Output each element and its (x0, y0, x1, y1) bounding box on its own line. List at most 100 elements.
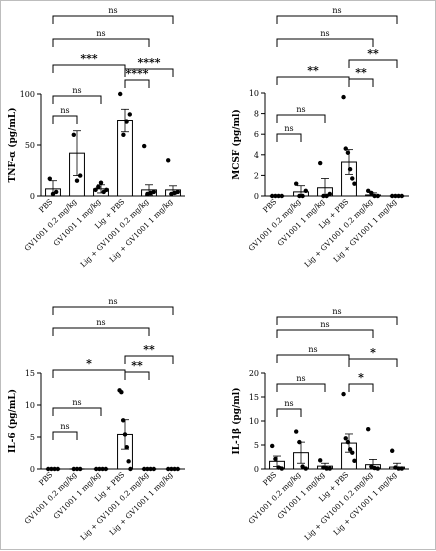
data-point (148, 466, 153, 472)
y-tick-label: 10 (249, 417, 259, 426)
significance-label: ** (143, 343, 155, 356)
data-point (55, 466, 60, 472)
y-tick-label: 0 (30, 192, 35, 201)
data-point (270, 193, 275, 199)
significance-label: ns (296, 374, 305, 383)
significance-label: ns (332, 307, 341, 316)
data-point (120, 418, 126, 423)
significance-bracket (348, 78, 374, 87)
y-tick-label: 8 (254, 110, 259, 119)
data-point (100, 466, 105, 472)
significance-bracket (348, 59, 398, 68)
significance-label: ns (96, 318, 105, 327)
data-point (279, 193, 284, 199)
data-point (94, 466, 99, 472)
data-point (396, 193, 401, 199)
significance-bracket (52, 95, 102, 104)
data-point (347, 447, 353, 452)
significance-label: ns (72, 398, 81, 407)
data-point (297, 193, 302, 199)
data-point (399, 193, 404, 199)
data-point (341, 94, 346, 100)
significance-bracket (124, 371, 150, 380)
data-point (47, 176, 52, 181)
data-point (345, 150, 351, 155)
significance-label: ** (307, 64, 319, 77)
significance-bracket (124, 68, 174, 77)
significance-bracket (52, 115, 78, 124)
data-point (369, 190, 374, 196)
significance-label: ns (60, 422, 69, 431)
y-tick-label: 5 (30, 433, 35, 442)
data-point (71, 132, 77, 137)
data-point (347, 167, 353, 172)
data-point (350, 450, 355, 455)
significance-bracket (52, 64, 126, 73)
data-point (303, 188, 308, 194)
data-point (366, 188, 371, 194)
significance-bracket (276, 408, 302, 417)
y-tick-label: 10 (25, 401, 35, 410)
significance-bracket (52, 369, 126, 378)
significance-label: ns (320, 29, 329, 38)
data-point (103, 466, 109, 472)
data-point (279, 466, 284, 471)
y-axis-label: IL-6 (pg/mL) (7, 389, 18, 453)
significance-label: ns (332, 6, 341, 15)
category-label: PBS (37, 197, 54, 214)
data-point (166, 466, 171, 472)
data-point (169, 466, 174, 472)
data-point (366, 426, 371, 432)
significance-bracket (276, 38, 374, 47)
significance-label: **** (125, 67, 148, 80)
significance-bracket (276, 354, 350, 363)
data-point (345, 439, 351, 445)
significance-label: ns (296, 105, 305, 114)
data-point (142, 466, 147, 472)
data-point (352, 458, 357, 464)
significance-label: ns (284, 124, 293, 133)
significance-bracket (348, 358, 398, 367)
significance-bracket (124, 79, 150, 88)
significance-label: * (86, 357, 92, 370)
data-point (119, 390, 124, 395)
y-tick-label: 20 (249, 369, 259, 378)
significance-bracket (276, 15, 398, 24)
significance-label: ns (308, 345, 317, 354)
significance-bracket (348, 383, 374, 392)
data-point (172, 466, 177, 472)
y-tick-label: 100 (20, 90, 35, 99)
data-point (124, 119, 129, 124)
significance-bracket (124, 355, 174, 364)
data-point (294, 429, 299, 434)
data-point (127, 112, 132, 117)
data-point (341, 391, 346, 397)
significance-label: ** (355, 66, 367, 79)
data-point (142, 143, 147, 149)
data-point (375, 466, 380, 471)
data-point (270, 443, 275, 449)
data-point (343, 436, 348, 441)
data-point (396, 466, 401, 471)
data-point (98, 180, 104, 185)
significance-bracket (276, 133, 302, 142)
data-point (350, 176, 355, 181)
data-point (93, 187, 98, 193)
significance-bracket (276, 76, 350, 85)
significance-label: * (358, 371, 364, 384)
data-point (151, 189, 156, 195)
data-point (327, 191, 332, 197)
y-tick-label: 0 (254, 192, 259, 201)
data-point (175, 189, 180, 195)
data-point (71, 466, 77, 472)
significance-bracket (52, 15, 174, 24)
y-tick-label: 4 (254, 151, 259, 160)
significance-label: ns (108, 297, 117, 306)
significance-label: ns (72, 86, 81, 95)
data-point (151, 466, 156, 472)
significance-label: *** (80, 52, 98, 65)
data-point (54, 189, 59, 195)
